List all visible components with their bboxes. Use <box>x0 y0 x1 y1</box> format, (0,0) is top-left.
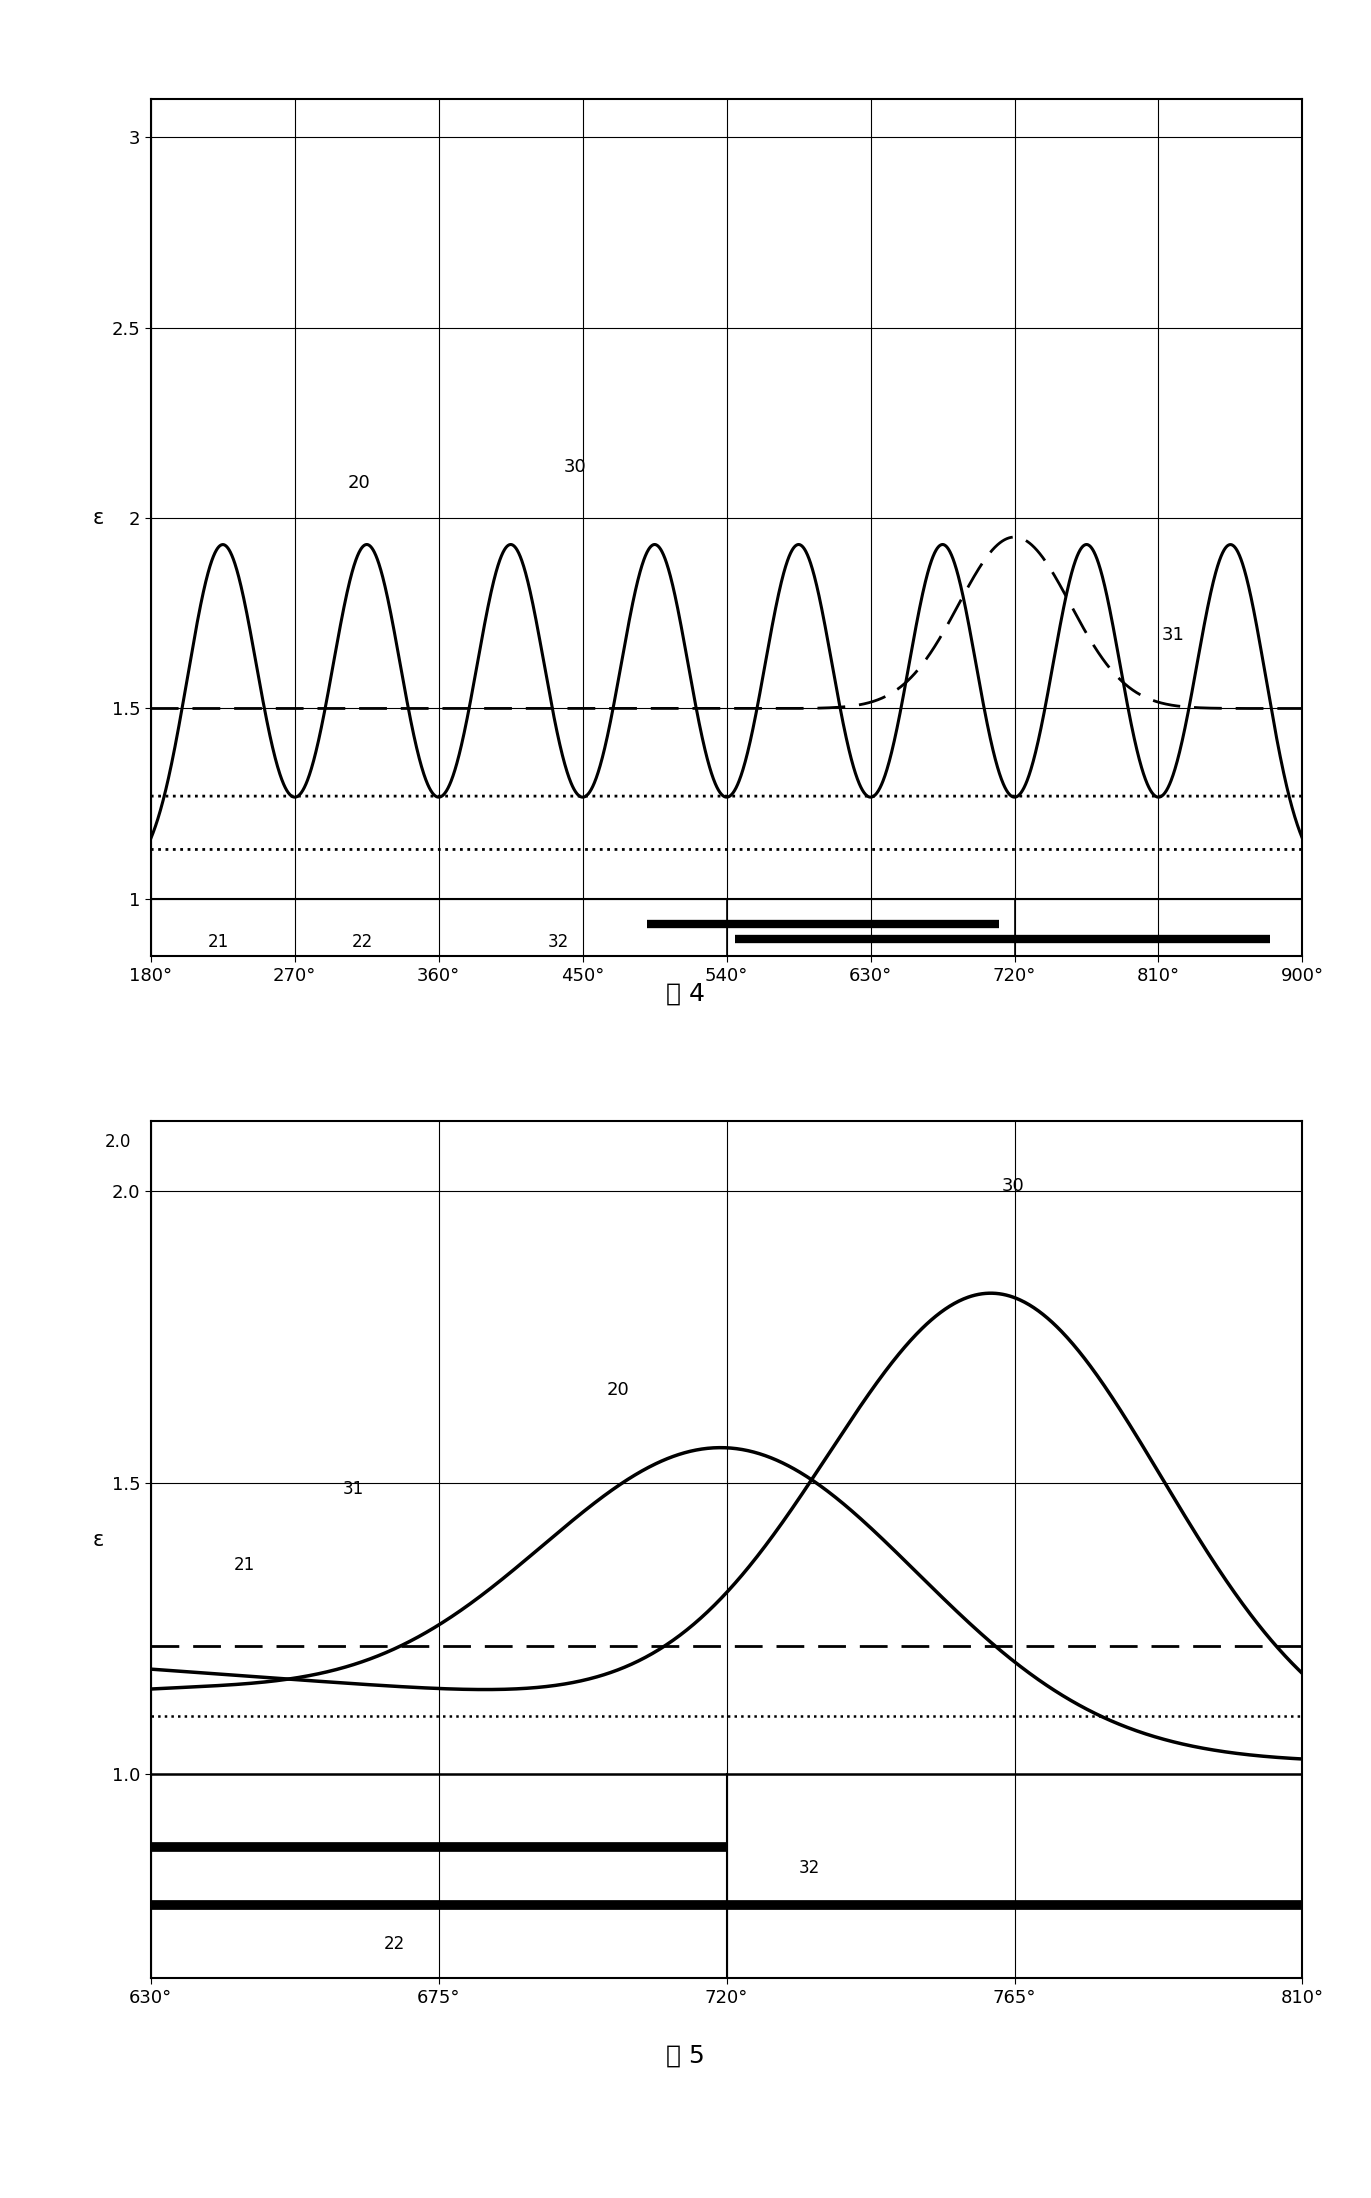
Y-axis label: ε: ε <box>92 508 103 528</box>
Text: 31: 31 <box>343 1479 363 1499</box>
Text: 32: 32 <box>799 1860 820 1877</box>
Text: 30: 30 <box>1002 1176 1024 1196</box>
Text: 21: 21 <box>234 1556 255 1574</box>
Y-axis label: ε: ε <box>92 1530 103 1550</box>
Text: 2.0: 2.0 <box>106 1132 132 1150</box>
Text: 22: 22 <box>351 932 373 950</box>
Text: 图 5: 图 5 <box>666 2044 705 2066</box>
Text: 22: 22 <box>384 1934 404 1954</box>
Text: 30: 30 <box>563 457 585 477</box>
Text: 21: 21 <box>207 932 229 950</box>
Text: 图 4: 图 4 <box>666 983 705 1004</box>
Text: 20: 20 <box>606 1380 629 1400</box>
Text: 32: 32 <box>548 932 569 950</box>
Text: 20: 20 <box>347 473 370 492</box>
Text: 31: 31 <box>1161 626 1185 644</box>
